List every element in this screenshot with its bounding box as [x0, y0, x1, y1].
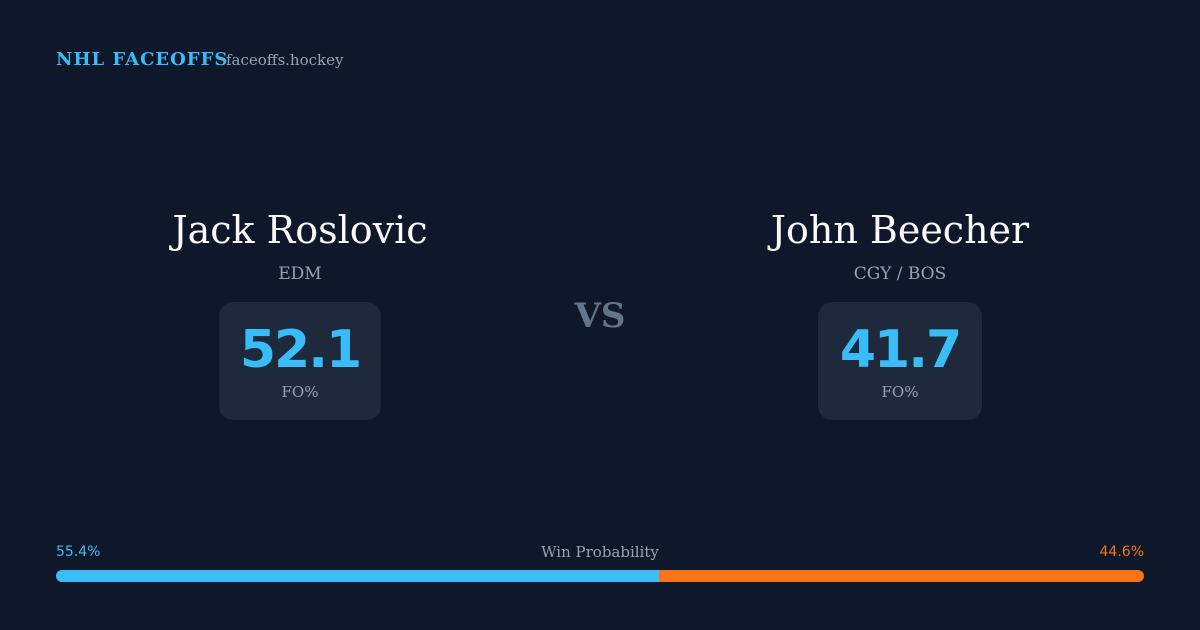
site: faceoffs.hockey — [226, 51, 344, 69]
player-name: John Beecher — [770, 208, 1030, 252]
player-team: EDM — [278, 264, 322, 284]
win-prob-segment — [658, 570, 1144, 582]
fo-label: FO% — [281, 383, 319, 401]
fo-value: 41.7 — [839, 320, 962, 380]
vs: VS — [574, 296, 626, 336]
stat-card: 41.7 FO% — [818, 302, 982, 420]
brand: NHL FACEOFFS — [56, 49, 229, 70]
player-name: Jack Roslovic — [172, 208, 428, 252]
win-prob-bar — [56, 570, 1144, 582]
fo-value: 52.1 — [239, 320, 362, 380]
fo-label: FO% — [881, 383, 919, 401]
win-prob-left: 55.4% — [56, 544, 101, 560]
win-prob-right: 44.6% — [1099, 544, 1144, 560]
player-team: CGY / BOS — [853, 264, 947, 284]
stat-card: 52.1 FO% — [219, 302, 381, 420]
win-prob-segment — [56, 570, 659, 582]
win-prob-title: Win Probability — [541, 543, 659, 561]
